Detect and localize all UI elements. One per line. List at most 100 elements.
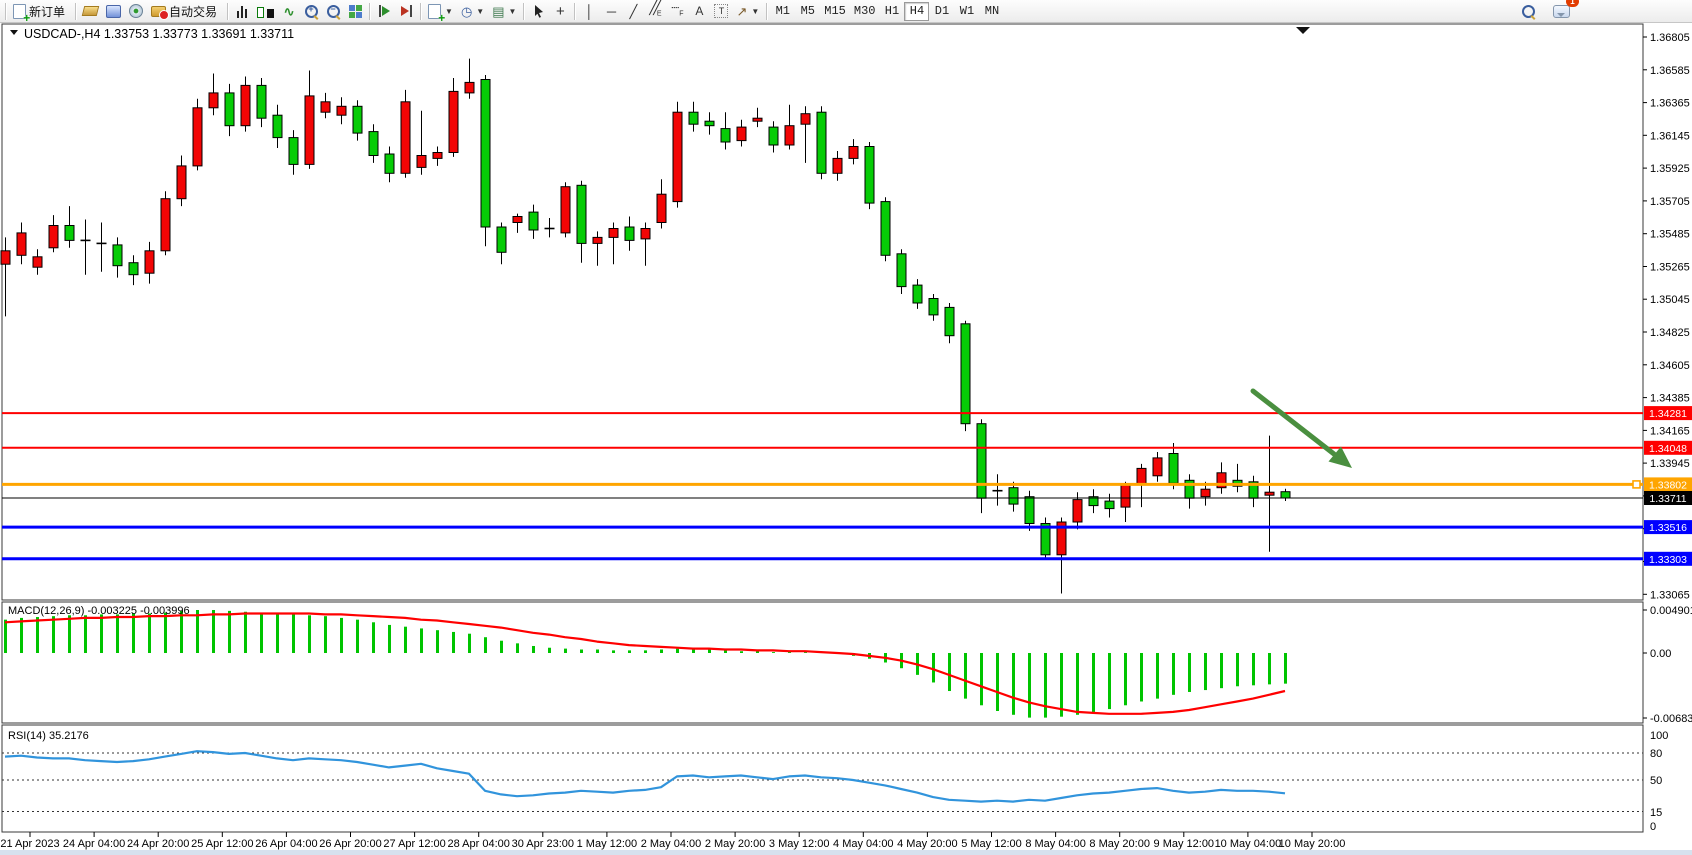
candle-body: [1200, 488, 1211, 498]
candle-body: [176, 165, 187, 200]
timeframe-h1[interactable]: H1: [879, 2, 904, 21]
text-label-button[interactable]: T: [710, 1, 732, 21]
candle-body: [16, 232, 27, 256]
candle-body: [416, 155, 427, 168]
date-label: 2 May 04:00: [641, 838, 702, 850]
date-label: 28 Apr 04:00: [448, 838, 510, 850]
rsi-axis-label: 0: [1650, 821, 1656, 833]
notification-badge: 1: [1566, 0, 1579, 7]
chat-button[interactable]: 1: [1549, 0, 1579, 21]
candle-body: [896, 253, 907, 288]
indicators-button[interactable]: + ▼: [424, 1, 457, 24]
toolbar: + 新订单 自动交易 ∿ + − + ▼ ◷ ▼ ▤ ▼ + │ ─ ╱ ╱╱E ┈F: [0, 0, 1692, 24]
candle-body: [528, 211, 539, 231]
chart-shift-marker[interactable]: [1296, 27, 1310, 34]
auto-scroll-icon: [400, 5, 412, 17]
candle-body: [1120, 484, 1131, 508]
timeframe-mn[interactable]: MN: [979, 2, 1004, 21]
date-label: 5 May 12:00: [961, 838, 1022, 850]
candle-body: [432, 152, 443, 159]
auto-trading-button[interactable]: 自动交易: [147, 1, 224, 21]
candle-body: [672, 111, 683, 203]
candle-body: [608, 228, 619, 238]
timeframe-m30[interactable]: M30: [850, 2, 880, 21]
bar-chart-icon: [237, 5, 248, 18]
candle-body: [272, 114, 283, 139]
horizontal-line-button[interactable]: ─: [600, 1, 622, 21]
price-badge: [1644, 477, 1692, 492]
new-order-button[interactable]: + 新订单: [9, 1, 72, 24]
price-tick-label: 1.36365: [1650, 98, 1690, 110]
vertical-line-icon: │: [585, 3, 594, 19]
candle-body: [960, 323, 971, 425]
search-button[interactable]: [1517, 1, 1539, 21]
new-order-label: 新订单: [29, 4, 66, 19]
new-order-icon: +: [13, 3, 30, 24]
macd-panel: [1, 601, 1644, 724]
templates-button[interactable]: ▤ ▼: [488, 1, 520, 21]
candlestick-chart-button[interactable]: [253, 1, 278, 21]
candle-body: [1168, 453, 1179, 484]
candlestick-icon: [257, 5, 275, 18]
toolbar-separator: [75, 2, 77, 20]
text-button[interactable]: A: [688, 1, 710, 21]
vertical-line-button[interactable]: │: [578, 1, 600, 21]
toolbar-separator: [5, 2, 6, 20]
chart-shift-button[interactable]: [373, 1, 395, 21]
price-tick-label: 1.35925: [1650, 163, 1690, 175]
terminal-button[interactable]: [102, 1, 125, 21]
macd-axis-label: 0.00: [1650, 648, 1671, 660]
timeframe-m5[interactable]: M5: [795, 2, 820, 21]
arrows-icon: ↗: [736, 3, 748, 19]
price-tick-label: 1.34825: [1650, 327, 1690, 339]
cursor-button[interactable]: [527, 1, 549, 21]
crosshair-button[interactable]: +: [549, 1, 571, 21]
date-axis: 21 Apr 2023 24 Apr 04:00 24 Apr 20:00 25 Ap…: [0, 832, 1345, 850]
zoom-out-button[interactable]: −: [322, 1, 344, 21]
paint-bucket-button[interactable]: [79, 1, 102, 21]
timeframe-d1[interactable]: D1: [929, 2, 954, 21]
candle-body: [624, 226, 635, 241]
trend-arrow-annotation[interactable]: [1250, 388, 1337, 457]
zoom-in-button[interactable]: +: [300, 1, 322, 21]
price-tick-label: 1.35265: [1650, 262, 1690, 274]
periods-button[interactable]: ◷ ▼: [457, 1, 488, 21]
fibonacci-button[interactable]: ┈F: [666, 1, 688, 21]
bar-chart-button[interactable]: [231, 1, 253, 21]
chevron-down-icon: ▼: [445, 6, 453, 16]
tile-windows-button[interactable]: [344, 1, 366, 21]
timeframe-w1[interactable]: W1: [954, 2, 979, 21]
candle-body: [144, 250, 155, 274]
toolbar-separator: [420, 2, 422, 20]
candle-body: [1008, 487, 1019, 505]
candle-body: [48, 225, 59, 249]
price-badge: [1644, 440, 1692, 455]
timeframe-m1[interactable]: M1: [770, 2, 795, 21]
window-bottom-edge: [0, 850, 1692, 855]
chevron-down-icon: ▼: [508, 6, 517, 16]
symbol-dropdown-icon[interactable]: [10, 30, 18, 35]
paint-bucket-icon: [81, 6, 100, 16]
auto-scroll-button[interactable]: [395, 1, 417, 21]
line-handle[interactable]: [1632, 480, 1641, 489]
line-chart-button[interactable]: ∿: [278, 1, 300, 21]
timeframe-m15[interactable]: M15: [820, 2, 850, 21]
candle-body: [784, 125, 795, 146]
price-tick-label: 1.34385: [1650, 393, 1690, 405]
equidistant-channel-button[interactable]: ╱╱E: [644, 1, 666, 21]
signals-button[interactable]: [125, 1, 147, 21]
rsi-axis-label: 80: [1650, 748, 1662, 760]
candle-body: [0, 250, 11, 265]
trend-line-button[interactable]: ╱: [622, 1, 644, 21]
timeframe-h4[interactable]: H4: [904, 1, 930, 21]
toolbar-separator: [574, 2, 576, 20]
candle-body: [864, 146, 875, 204]
date-label: 26 Apr 20:00: [319, 838, 381, 850]
arrows-button[interactable]: ↗ ▼: [732, 1, 763, 21]
candle-body: [656, 193, 667, 223]
candle-body: [752, 117, 763, 122]
price-badge-label: 1.33802: [1649, 479, 1687, 491]
chart-canvas[interactable]: USDCAD-,H4 1.33753 1.33773 1.33691 1.337…: [0, 22, 1692, 855]
price-tick-label: 1.35485: [1650, 229, 1690, 241]
rsi-axis-label: 100: [1650, 730, 1668, 742]
